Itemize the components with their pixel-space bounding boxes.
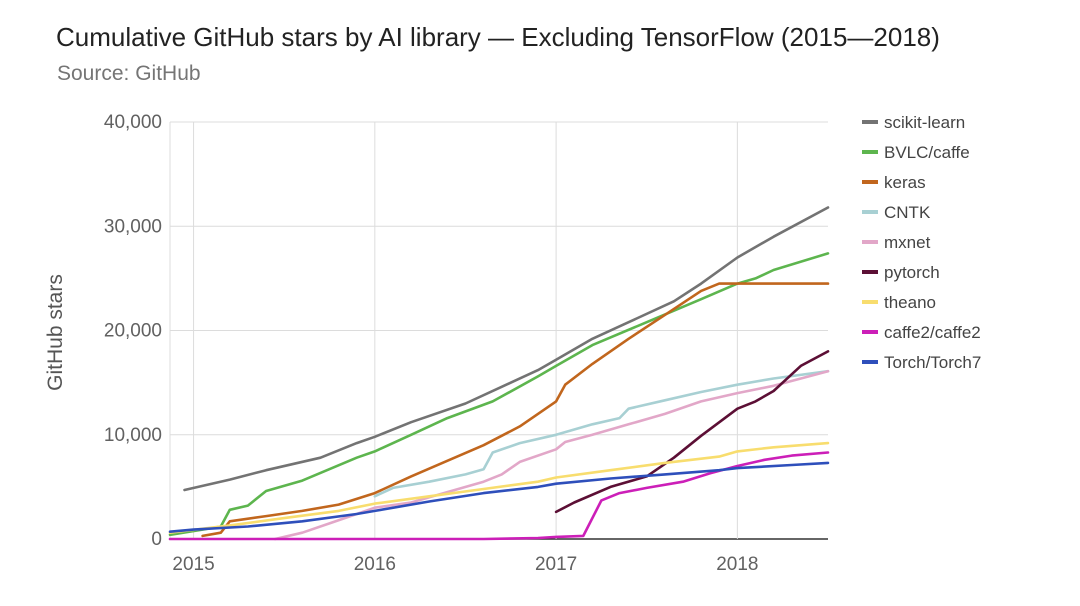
chart-subtitle: Source: GitHub xyxy=(57,62,201,85)
legend-label-theano: theano xyxy=(884,293,936,312)
series-line-caffe2-caffe2 xyxy=(168,451,830,541)
series-line-scikit-learn xyxy=(183,206,830,492)
legend-label-cntk: CNTK xyxy=(884,203,931,222)
legend-label-scikit-learn: scikit-learn xyxy=(884,113,965,132)
legend-label-caffe2-caffe2: caffe2/caffe2 xyxy=(884,323,981,342)
y-tick-label: 40,000 xyxy=(104,112,162,133)
legend-label-pytorch: pytorch xyxy=(884,263,940,282)
series-lines xyxy=(168,206,830,541)
series-line-cntk xyxy=(373,369,830,498)
series-line-bvlc-caffe xyxy=(168,252,830,537)
x-tick-label: 2017 xyxy=(535,554,577,575)
legend-label-mxnet: mxnet xyxy=(884,233,931,252)
x-axis-ticks: 2015 2016 2017 2018 xyxy=(172,554,758,575)
legend-label-torch-torch7: Torch/Torch7 xyxy=(884,353,981,372)
series-line-keras xyxy=(201,282,830,538)
x-tick-label: 2018 xyxy=(716,554,758,575)
series-line-theano xyxy=(168,441,830,534)
y-tick-label: 30,000 xyxy=(104,216,162,237)
x-tick-label: 2016 xyxy=(354,554,396,575)
legend-label-keras: keras xyxy=(884,173,926,192)
series-line-torch-torch7 xyxy=(168,461,830,533)
y-tick-label: 20,000 xyxy=(104,321,162,342)
series-line-pytorch xyxy=(554,350,830,514)
y-tick-label: 0 xyxy=(151,529,162,550)
y-tick-label: 10,000 xyxy=(104,425,162,446)
legend-label-bvlc-caffe: BVLC/caffe xyxy=(884,143,970,162)
y-axis-label: GitHub stars xyxy=(44,274,67,391)
x-tick-label: 2015 xyxy=(172,554,214,575)
legend: scikit-learn BVLC/caffe keras CNTK mxnet pyto… xyxy=(862,113,981,372)
chart-title: Cumulative GitHub stars by AI library — … xyxy=(56,22,940,52)
y-axis-ticks: 0 10,000 20,000 30,000 40,000 xyxy=(104,112,162,550)
